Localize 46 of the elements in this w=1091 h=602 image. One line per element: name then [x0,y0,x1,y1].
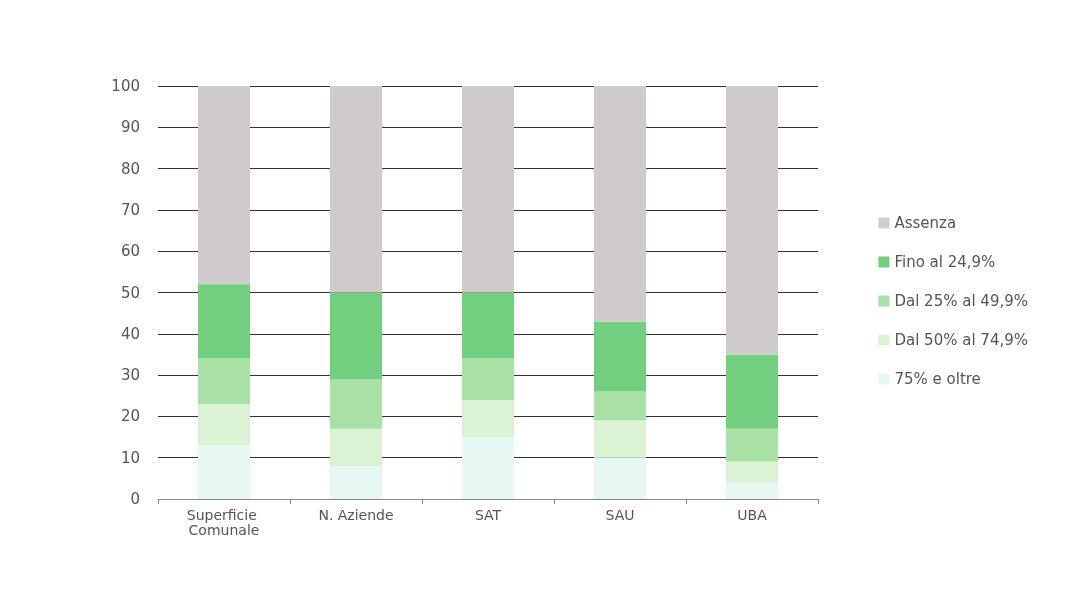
y-tick-label: 90 [120,118,140,137]
bar [462,437,514,499]
bar [462,86,514,293]
x-tick-label: N. Aziende [318,506,394,523]
x-tick-label: SAT [474,506,502,523]
bar [726,354,778,429]
bar [330,465,382,499]
y-tick-label: 10 [120,448,140,467]
bar [198,358,250,405]
bar [462,292,514,359]
bar [462,399,514,438]
legend-label: Dal 50% al 74,9% [894,331,1029,349]
y-tick-label: 100 [111,77,140,95]
y-tick-label: 60 [120,242,140,261]
x-tick-label: SAU [605,506,635,523]
bar [330,86,382,293]
bar [330,428,382,466]
bar [726,482,778,499]
bar [462,358,514,400]
y-tick-label: 30 [120,366,140,385]
bar [198,86,250,285]
bar [726,86,778,355]
y-tick-label: 70 [120,200,140,219]
bar [198,404,250,446]
bar [594,86,646,322]
x-tick-label: UBA [737,506,768,523]
legend-label: Dal 25% al 49,9% [894,292,1029,310]
y-tick-label: 50 [120,283,140,302]
bar [594,420,646,458]
bar [726,428,778,462]
legend-label: 75% e oltre [894,370,981,388]
y-tick-label: 40 [120,324,140,343]
bar [726,461,778,483]
y-tick-label: 0 [130,490,140,508]
bar [330,292,382,380]
y-tick-label: 20 [120,407,140,426]
bar [198,284,250,359]
legend-label: Assenza [894,214,957,232]
bar [330,379,382,429]
bar [198,445,250,499]
bar [594,457,646,499]
bar [594,391,646,421]
y-tick-label: 80 [120,159,140,178]
legend-label: Fino al 24,9% [894,253,996,271]
x-tick-label: Superficie Comunale [186,506,262,538]
bar [594,321,646,392]
